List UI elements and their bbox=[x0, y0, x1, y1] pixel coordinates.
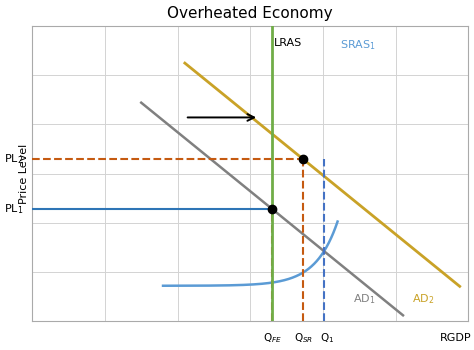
Text: PL$_2$: PL$_2$ bbox=[4, 152, 23, 166]
Y-axis label: Price Level: Price Level bbox=[19, 144, 29, 204]
Text: Q$_{SR}$: Q$_{SR}$ bbox=[294, 331, 313, 345]
Text: AD$_1$: AD$_1$ bbox=[353, 292, 375, 306]
Text: Q$_1$: Q$_1$ bbox=[319, 331, 334, 345]
X-axis label: RGDP: RGDP bbox=[439, 333, 471, 343]
Text: SRAS$_1$: SRAS$_1$ bbox=[340, 38, 375, 51]
Text: PL$_1$: PL$_1$ bbox=[4, 202, 23, 216]
Text: AD$_2$: AD$_2$ bbox=[412, 292, 434, 306]
Text: Q$_{FE}$: Q$_{FE}$ bbox=[263, 331, 282, 345]
Title: Overheated Economy: Overheated Economy bbox=[167, 6, 333, 21]
Text: LRAS: LRAS bbox=[274, 38, 302, 48]
